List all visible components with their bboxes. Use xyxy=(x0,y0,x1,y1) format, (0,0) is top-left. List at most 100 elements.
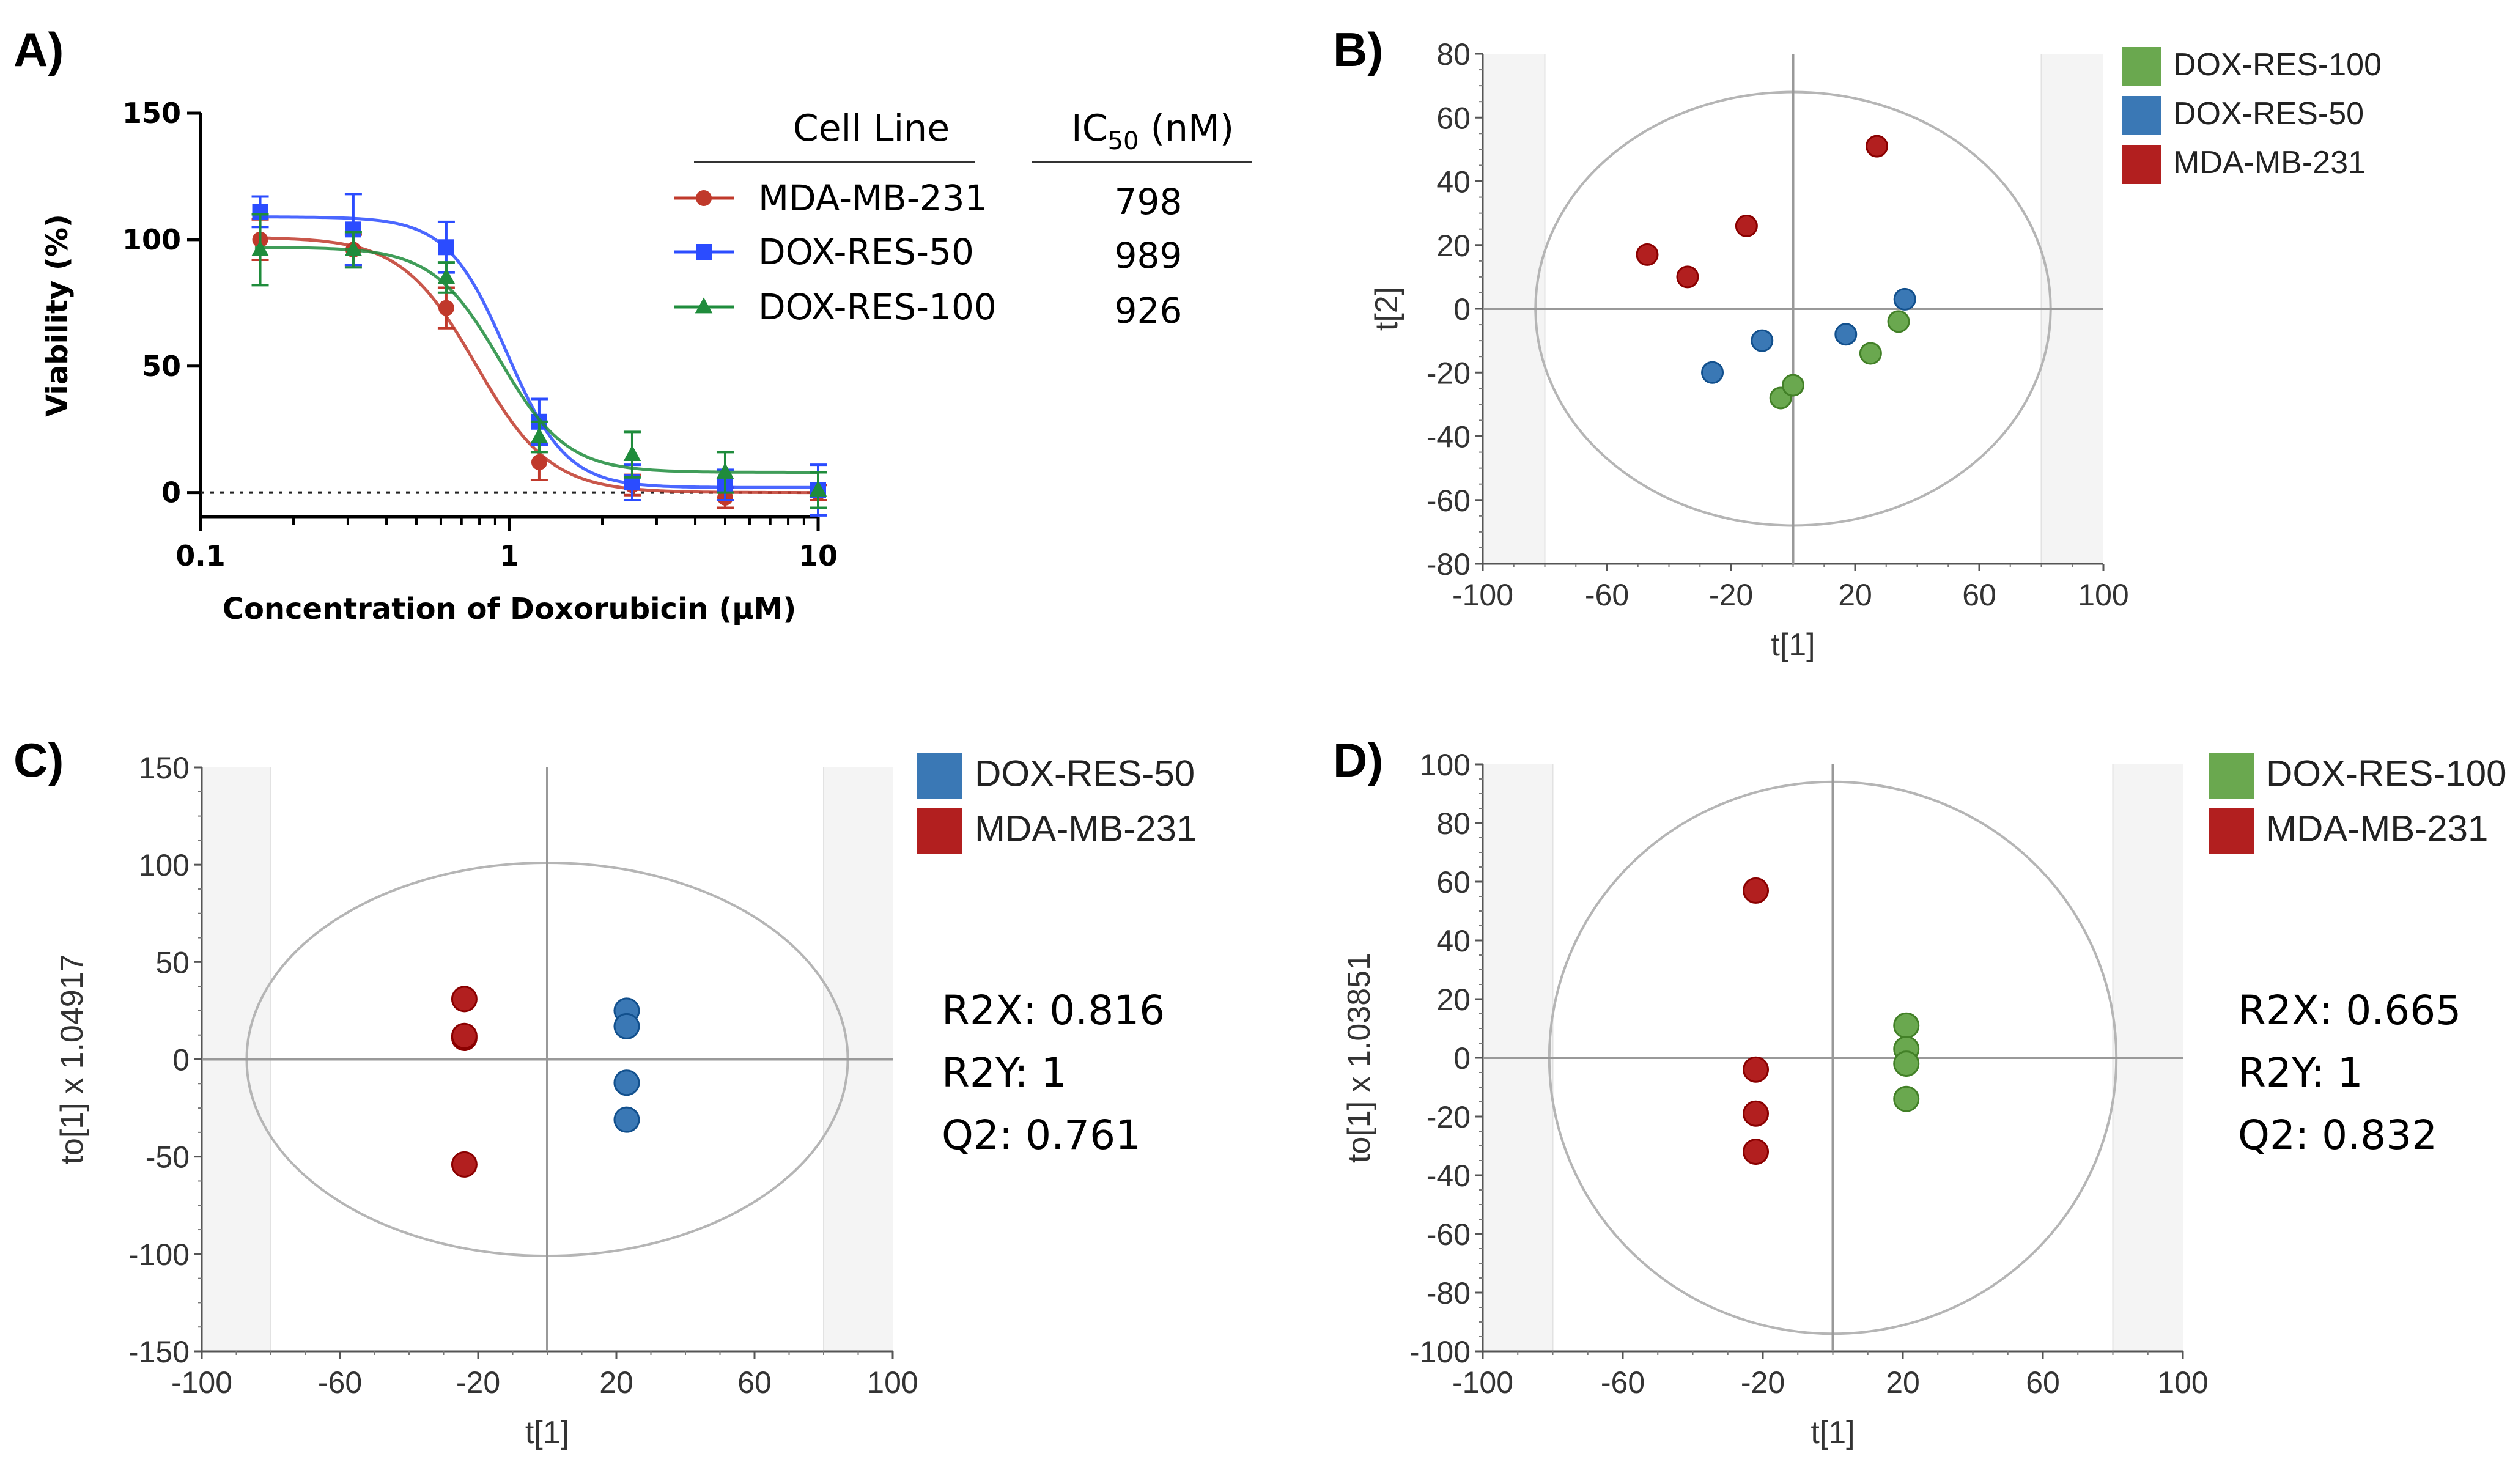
legend-swatch xyxy=(2122,47,2161,86)
data-point xyxy=(1743,1056,1770,1083)
ic50-value: 798 xyxy=(1115,181,1183,223)
data-point xyxy=(451,1151,478,1178)
y-tick-label: 100 xyxy=(139,848,190,882)
x-tick-label: -20 xyxy=(456,1365,500,1400)
panel-d: D) -100 -80 -60 -40 -20 0 20 40 60 80 100 -100 -60 -20… xyxy=(1333,733,2506,1450)
y-axis-title: to[1] x 1.04917 xyxy=(54,954,90,1164)
y-tick-label: -60 xyxy=(1427,1217,1471,1252)
y-axis-title: Viability (%) xyxy=(40,214,75,417)
legend-label: DOX-RES-100 xyxy=(2173,47,2382,83)
data-point xyxy=(531,454,547,470)
y-tick-label: -40 xyxy=(1427,1159,1471,1193)
x-tick-label: -60 xyxy=(318,1365,362,1400)
x-tick-label: 1 xyxy=(500,539,519,572)
legend-label: MDA-MB-231 xyxy=(758,177,987,219)
y-tick-label: -80 xyxy=(1427,547,1471,581)
x-tick-label: 20 xyxy=(599,1365,633,1400)
y-tick-label: -40 xyxy=(1427,420,1471,454)
y-tick-label: 0 xyxy=(172,1043,190,1077)
legend: DOX-RES-50 MDA-MB-231 xyxy=(917,753,1197,854)
legend-label: DOX-RES-100 xyxy=(758,286,997,328)
y-tick-label: 80 xyxy=(1436,807,1471,841)
model-stat: R2X: 0.665 xyxy=(2238,987,2461,1034)
x-tick-label: 100 xyxy=(2157,1365,2208,1400)
data-point xyxy=(1866,135,1889,158)
x-tick-label: 20 xyxy=(1838,578,1872,612)
x-tick-label: -100 xyxy=(1452,578,1513,612)
data-point xyxy=(1636,243,1659,266)
x-axis-title: Concentration of Doxorubicin (µM) xyxy=(223,592,797,626)
legend-label: DOX-RES-50 xyxy=(758,231,974,273)
y-tick-label: 0 xyxy=(1453,292,1471,327)
legend-swatch xyxy=(917,753,962,799)
y-tick-label: 100 xyxy=(122,223,181,256)
x-tick-label: 10 xyxy=(799,539,838,572)
legend-label: MDA-MB-231 xyxy=(2173,145,2366,180)
y-tick-label: 150 xyxy=(122,97,181,130)
data-point xyxy=(438,239,454,256)
fit-curve xyxy=(254,215,818,489)
data-point xyxy=(1893,1050,1920,1077)
x-axis-title: t[1] xyxy=(1811,1415,1855,1450)
legend-swatch xyxy=(2209,808,2254,854)
model-stat: R2Y: 1 xyxy=(942,1049,1067,1096)
y-tick-label: 0 xyxy=(161,476,181,509)
data-point xyxy=(696,244,712,260)
y-axis-title: to[1] x 1.03851 xyxy=(1342,953,1377,1163)
data-point xyxy=(613,1069,640,1096)
y-tick-label: -20 xyxy=(1427,1100,1471,1134)
data-point xyxy=(1751,329,1774,352)
series-mda-mb-231 xyxy=(1636,135,1889,289)
fit-curve xyxy=(254,236,818,495)
x-tick-label: 20 xyxy=(1886,1365,1920,1400)
legend: DOX-RES-100 DOX-RES-50 MDA-MB-231 xyxy=(2122,47,2382,184)
y-tick-label: 20 xyxy=(1436,229,1471,263)
legend-label: MDA-MB-231 xyxy=(975,808,1197,849)
y-tick-label: -50 xyxy=(146,1140,190,1175)
x-tick-label: -60 xyxy=(1601,1365,1645,1400)
table-header-cell-line: Cell Line xyxy=(793,107,950,150)
data-point xyxy=(451,1022,478,1049)
data-point xyxy=(437,268,456,284)
y-tick-label: -80 xyxy=(1427,1276,1471,1310)
legend-label: DOX-RES-50 xyxy=(2173,96,2364,131)
legend-swatch xyxy=(917,808,962,854)
data-point xyxy=(623,445,641,461)
panel-label: D) xyxy=(1333,733,1383,787)
x-axis-title: t[1] xyxy=(525,1415,569,1450)
model-stat: R2Y: 1 xyxy=(2238,1049,2363,1096)
legend-swatch xyxy=(2122,145,2161,184)
x-axis-title: t[1] xyxy=(1771,627,1815,663)
ic50-value: 989 xyxy=(1115,235,1183,276)
data-point xyxy=(1834,323,1858,346)
series-mda-mb-231 xyxy=(251,218,827,509)
series-dox-res-50 xyxy=(1701,287,1916,384)
x-tick-label: -20 xyxy=(1741,1365,1785,1400)
series-dox-res-100 xyxy=(1893,1012,1920,1112)
y-tick-label: 50 xyxy=(155,945,190,980)
data-point xyxy=(1782,374,1804,397)
y-tick-label: -60 xyxy=(1427,484,1471,518)
model-stat: R2X: 0.816 xyxy=(942,987,1165,1034)
legend: DOX-RES-100 MDA-MB-231 xyxy=(2209,753,2506,854)
data-point xyxy=(695,297,713,314)
legend-swatch xyxy=(2122,96,2161,135)
y-tick-label: 60 xyxy=(1436,865,1471,899)
data-point xyxy=(1859,342,1882,365)
panel-b: B) -80 -60 -40 -20 0 20 40 60 80 -100 -60 -20 20 60 100… xyxy=(1333,23,2382,663)
y-axis-title: t[2] xyxy=(1369,287,1404,331)
x-tick-label: 0.1 xyxy=(175,539,226,572)
legend-label: MDA-MB-231 xyxy=(2266,808,2488,849)
ic50-value: 926 xyxy=(1115,290,1183,331)
data-point xyxy=(1701,361,1724,384)
y-tick-label: 40 xyxy=(1436,924,1471,958)
legend-label: DOX-RES-50 xyxy=(975,753,1195,794)
ic50-unit: (nM) xyxy=(1139,107,1235,150)
y-tick-label: 100 xyxy=(1420,748,1471,782)
series-dox-res-100 xyxy=(251,213,827,509)
ic50-subscript: 50 xyxy=(1108,127,1139,155)
y-tick-label: 80 xyxy=(1436,37,1471,72)
model-stats: R2X: 0.816 R2Y: 1 Q2: 0.761 xyxy=(942,987,1165,1159)
